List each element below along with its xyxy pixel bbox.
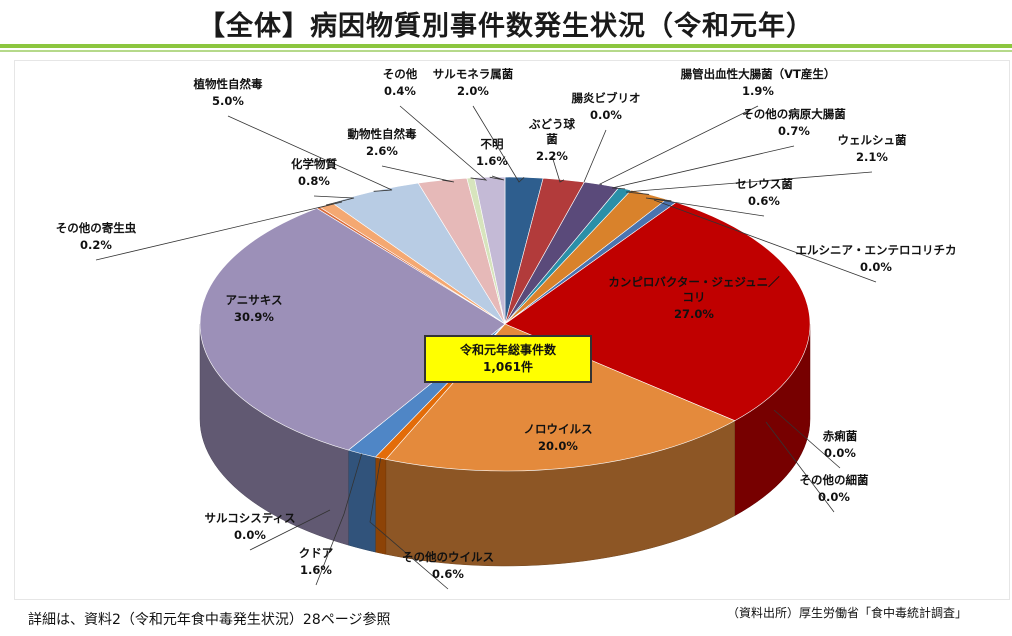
slice-label-name: 化学物質: [291, 157, 337, 171]
slice-label-value: 0.4%: [384, 84, 416, 98]
leader-line: [249, 509, 331, 551]
slice-label-value: 2.0%: [457, 84, 489, 98]
leader-line: [472, 105, 525, 183]
slice-label-value: 0.0%: [234, 528, 266, 542]
slice-labels: サルモネラ属菌 2.0% ぶどう球菌 2.2% 腸炎ビブリオ 0.0% 腸管出血性大腸菌（V…: [56, 67, 957, 581]
slice-label-name: サルコシスティス: [204, 511, 295, 525]
pie-chart: サルモネラ属菌 2.0% ぶどう球菌 2.2% 腸炎ビブリオ 0.0% 腸管出血性大腸菌（V…: [56, 67, 957, 590]
slice-label-value: 2.1%: [856, 150, 888, 164]
leader-line: [653, 199, 877, 283]
slice-label-name: その他の細菌: [800, 473, 869, 487]
slice-label-name: カンピロバクター・ジェジュニ／コリ: [608, 275, 780, 304]
slice-label-value: 0.0%: [860, 260, 892, 274]
leader-line: [611, 145, 795, 190]
slice-label-value: 1.6%: [476, 154, 508, 168]
slice-label-value: 30.9%: [234, 310, 274, 324]
slice-label-value: 0.0%: [590, 108, 622, 122]
pie-side-slice: [348, 449, 376, 553]
total-cases-value: 1,061件: [483, 360, 533, 374]
leader-line: [625, 171, 873, 195]
slice-label-name: その他の寄生虫: [56, 221, 137, 235]
slice-label-value: 0.0%: [818, 490, 850, 504]
slice-label-value: 1.6%: [300, 563, 332, 577]
slice-label-name: エルシニア・エンテロコリチカ: [796, 243, 957, 257]
leader-line: [315, 453, 363, 586]
slice-label-name: 動物性自然毒: [348, 127, 417, 141]
leader-line: [645, 197, 765, 217]
leader-line: [773, 409, 841, 469]
pie-slice: [504, 201, 811, 422]
slice-label-value: 0.6%: [432, 567, 464, 581]
slice-label-name: ウェルシュ菌: [838, 133, 907, 147]
leader-line: [598, 105, 759, 185]
slice-label-name: 腸管出血性大腸菌（VT産生）: [681, 67, 836, 81]
total-cases-box: 令和元年総事件数 1,061件: [424, 335, 592, 383]
slice-label-name: セレウス菌: [735, 177, 793, 191]
pie-side-slice: [375, 456, 387, 555]
leader-line: [489, 175, 505, 181]
leader-line: [313, 195, 355, 206]
slice-label-value: 5.0%: [212, 94, 244, 108]
slice-label-name: その他の病原大腸菌: [742, 107, 846, 121]
slice-label-value: 0.7%: [778, 124, 810, 138]
leader-line: [399, 105, 488, 181]
slice-label-value: 1.9%: [742, 84, 774, 98]
slice-label-name: クドア: [299, 546, 334, 560]
slice-label-value: 20.0%: [538, 439, 578, 453]
chart-panel: サルモネラ属菌 2.0% ぶどう球菌 2.2% 腸炎ビブリオ 0.0% 腸管出血性大腸菌（V…: [14, 60, 1010, 600]
slice-label-value: 0.6%: [748, 194, 780, 208]
slice-label-name: 腸炎ビブリオ: [572, 91, 641, 105]
slice-label-value: 0.2%: [80, 238, 112, 252]
slice-label-value: 27.0%: [674, 307, 714, 321]
leader-line: [381, 165, 455, 183]
slice-label-value: 0.8%: [298, 174, 330, 188]
leader-line: [583, 129, 607, 183]
total-cases-label: 令和元年総事件数: [459, 343, 556, 357]
pie-side-group: [199, 323, 811, 567]
title-underline-light: [0, 50, 1012, 52]
leader-line: [369, 458, 449, 590]
slice-label-value: 2.2%: [536, 149, 568, 163]
slice-label-name: アニサキス: [226, 293, 283, 307]
leader-line: [95, 201, 343, 261]
slice-label-name: 赤痢菌: [823, 429, 858, 443]
slice-label-value: 0.0%: [824, 446, 856, 460]
footer-note: 詳細は、資料2（令和元年食中毒発生状況）28ページ参照: [28, 612, 391, 628]
source-note: （資料出所）厚生労働省「食中毒統計調査」: [727, 606, 968, 620]
slice-label-name: その他: [383, 67, 418, 81]
slice-label-value: 2.6%: [366, 144, 398, 158]
slice-label-name: 植物性自然毒: [193, 77, 263, 91]
slice-label-name: その他のウイルス: [402, 550, 494, 564]
slice-label-name: 不明: [481, 137, 504, 151]
slice-label-name: ぶどう球菌: [528, 117, 575, 146]
leader-line: [551, 155, 565, 183]
title-underline: [0, 44, 1012, 48]
leader-lines: [95, 105, 877, 590]
slice-label-name: ノロウイルス: [524, 422, 593, 436]
pie-top-group: [199, 176, 811, 472]
slice-label-name: サルモネラ属菌: [433, 67, 514, 81]
leader-line: [227, 115, 393, 192]
leader-line: [765, 421, 835, 513]
page-title: 【全体】病因物質別事件数発生状況（令和元年）: [198, 11, 814, 42]
pie-slice: [199, 207, 506, 451]
